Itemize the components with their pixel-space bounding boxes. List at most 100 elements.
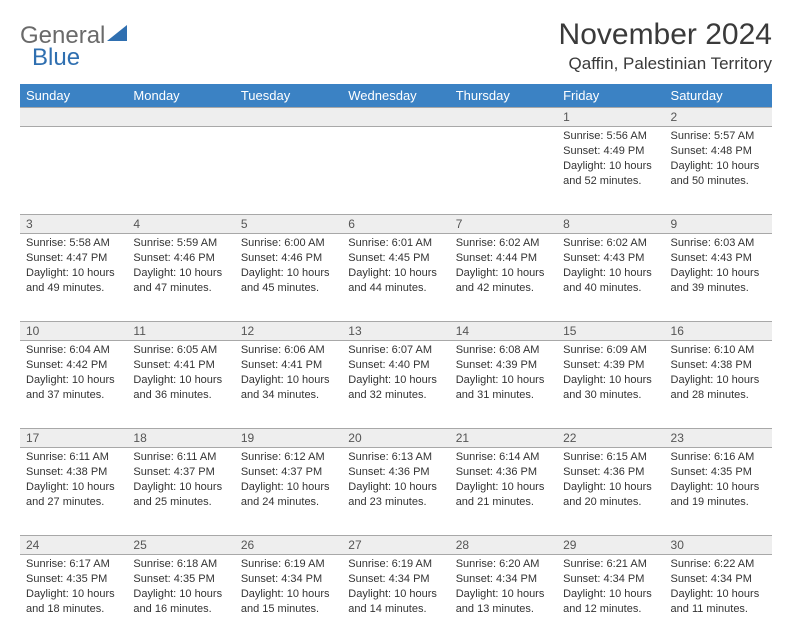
- day-body-cell: Sunrise: 6:22 AMSunset: 4:34 PMDaylight:…: [665, 555, 772, 643]
- weekday-header: Monday: [127, 84, 234, 108]
- day-number-cell: 11: [127, 322, 234, 341]
- day-body-row: Sunrise: 5:58 AMSunset: 4:47 PMDaylight:…: [20, 234, 772, 322]
- day-body-cell: Sunrise: 5:56 AMSunset: 4:49 PMDaylight:…: [557, 127, 664, 215]
- day-body-cell: Sunrise: 6:11 AMSunset: 4:37 PMDaylight:…: [127, 448, 234, 536]
- day-body-cell: Sunrise: 6:12 AMSunset: 4:37 PMDaylight:…: [235, 448, 342, 536]
- day-body-cell: [235, 127, 342, 215]
- weekday-header-row: SundayMondayTuesdayWednesdayThursdayFrid…: [20, 84, 772, 108]
- day-details: Sunrise: 6:19 AMSunset: 4:34 PMDaylight:…: [342, 555, 449, 620]
- day-body-cell: Sunrise: 6:07 AMSunset: 4:40 PMDaylight:…: [342, 341, 449, 429]
- day-body-cell: Sunrise: 6:08 AMSunset: 4:39 PMDaylight:…: [450, 341, 557, 429]
- day-number-cell: [342, 108, 449, 127]
- day-details: Sunrise: 6:02 AMSunset: 4:44 PMDaylight:…: [450, 234, 557, 299]
- day-body-cell: Sunrise: 6:15 AMSunset: 4:36 PMDaylight:…: [557, 448, 664, 536]
- day-number-cell: 6: [342, 215, 449, 234]
- day-details: Sunrise: 5:56 AMSunset: 4:49 PMDaylight:…: [557, 127, 664, 192]
- day-number-cell: 22: [557, 429, 664, 448]
- day-number-cell: 9: [665, 215, 772, 234]
- day-number-cell: 13: [342, 322, 449, 341]
- day-number-cell: 21: [450, 429, 557, 448]
- day-number-cell: 23: [665, 429, 772, 448]
- day-details: Sunrise: 6:21 AMSunset: 4:34 PMDaylight:…: [557, 555, 664, 620]
- day-details: Sunrise: 6:11 AMSunset: 4:38 PMDaylight:…: [20, 448, 127, 513]
- day-body-cell: Sunrise: 6:17 AMSunset: 4:35 PMDaylight:…: [20, 555, 127, 643]
- day-details: Sunrise: 6:17 AMSunset: 4:35 PMDaylight:…: [20, 555, 127, 620]
- day-body-cell: Sunrise: 5:59 AMSunset: 4:46 PMDaylight:…: [127, 234, 234, 322]
- day-body-cell: Sunrise: 6:09 AMSunset: 4:39 PMDaylight:…: [557, 341, 664, 429]
- day-details: Sunrise: 6:10 AMSunset: 4:38 PMDaylight:…: [665, 341, 772, 406]
- day-number-cell: [127, 108, 234, 127]
- day-body-cell: [450, 127, 557, 215]
- day-number-cell: [235, 108, 342, 127]
- day-number-cell: 30: [665, 536, 772, 555]
- day-number-cell: 3: [20, 215, 127, 234]
- day-number-cell: 1: [557, 108, 664, 127]
- day-number-cell: [20, 108, 127, 127]
- day-body-cell: Sunrise: 6:06 AMSunset: 4:41 PMDaylight:…: [235, 341, 342, 429]
- day-details: Sunrise: 6:04 AMSunset: 4:42 PMDaylight:…: [20, 341, 127, 406]
- day-body-cell: Sunrise: 6:16 AMSunset: 4:35 PMDaylight:…: [665, 448, 772, 536]
- day-details: Sunrise: 5:58 AMSunset: 4:47 PMDaylight:…: [20, 234, 127, 299]
- title-block: November 2024 Qaffin, Palestinian Territ…: [559, 18, 772, 74]
- day-number-cell: 27: [342, 536, 449, 555]
- day-details: Sunrise: 6:16 AMSunset: 4:35 PMDaylight:…: [665, 448, 772, 513]
- day-details: Sunrise: 6:07 AMSunset: 4:40 PMDaylight:…: [342, 341, 449, 406]
- day-number-cell: 26: [235, 536, 342, 555]
- day-number-cell: 10: [20, 322, 127, 341]
- weekday-header: Friday: [557, 84, 664, 108]
- day-body-cell: Sunrise: 6:02 AMSunset: 4:43 PMDaylight:…: [557, 234, 664, 322]
- day-number-cell: 28: [450, 536, 557, 555]
- day-body-row: Sunrise: 6:11 AMSunset: 4:38 PMDaylight:…: [20, 448, 772, 536]
- day-body-cell: Sunrise: 5:58 AMSunset: 4:47 PMDaylight:…: [20, 234, 127, 322]
- day-number-cell: 4: [127, 215, 234, 234]
- day-details: Sunrise: 6:08 AMSunset: 4:39 PMDaylight:…: [450, 341, 557, 406]
- day-details: Sunrise: 6:13 AMSunset: 4:36 PMDaylight:…: [342, 448, 449, 513]
- weekday-header: Wednesday: [342, 84, 449, 108]
- day-body-cell: Sunrise: 6:13 AMSunset: 4:36 PMDaylight:…: [342, 448, 449, 536]
- day-details: Sunrise: 5:59 AMSunset: 4:46 PMDaylight:…: [127, 234, 234, 299]
- calendar-table: SundayMondayTuesdayWednesdayThursdayFrid…: [20, 84, 772, 643]
- day-number-row: 3456789: [20, 215, 772, 234]
- sail-icon: [107, 22, 129, 50]
- day-number-cell: 16: [665, 322, 772, 341]
- day-details: Sunrise: 6:03 AMSunset: 4:43 PMDaylight:…: [665, 234, 772, 299]
- day-number-cell: 20: [342, 429, 449, 448]
- month-title: November 2024: [559, 18, 772, 52]
- day-body-row: Sunrise: 6:04 AMSunset: 4:42 PMDaylight:…: [20, 341, 772, 429]
- day-body-cell: Sunrise: 6:18 AMSunset: 4:35 PMDaylight:…: [127, 555, 234, 643]
- weekday-header: Thursday: [450, 84, 557, 108]
- day-details: Sunrise: 6:00 AMSunset: 4:46 PMDaylight:…: [235, 234, 342, 299]
- day-number-cell: 7: [450, 215, 557, 234]
- day-number-cell: 25: [127, 536, 234, 555]
- day-details: Sunrise: 6:15 AMSunset: 4:36 PMDaylight:…: [557, 448, 664, 513]
- day-number-row: 12: [20, 108, 772, 127]
- day-body-cell: Sunrise: 6:05 AMSunset: 4:41 PMDaylight:…: [127, 341, 234, 429]
- day-details: Sunrise: 5:57 AMSunset: 4:48 PMDaylight:…: [665, 127, 772, 192]
- day-body-cell: Sunrise: 6:19 AMSunset: 4:34 PMDaylight:…: [342, 555, 449, 643]
- day-details: Sunrise: 6:18 AMSunset: 4:35 PMDaylight:…: [127, 555, 234, 620]
- day-number-cell: [450, 108, 557, 127]
- day-body-cell: Sunrise: 6:20 AMSunset: 4:34 PMDaylight:…: [450, 555, 557, 643]
- day-details: Sunrise: 6:11 AMSunset: 4:37 PMDaylight:…: [127, 448, 234, 513]
- day-body-cell: Sunrise: 6:14 AMSunset: 4:36 PMDaylight:…: [450, 448, 557, 536]
- day-details: Sunrise: 6:12 AMSunset: 4:37 PMDaylight:…: [235, 448, 342, 513]
- day-number-cell: 19: [235, 429, 342, 448]
- day-body-cell: Sunrise: 6:04 AMSunset: 4:42 PMDaylight:…: [20, 341, 127, 429]
- day-number-cell: 18: [127, 429, 234, 448]
- day-body-cell: [20, 127, 127, 215]
- day-body-row: Sunrise: 6:17 AMSunset: 4:35 PMDaylight:…: [20, 555, 772, 643]
- day-number-cell: 2: [665, 108, 772, 127]
- day-body-cell: Sunrise: 6:10 AMSunset: 4:38 PMDaylight:…: [665, 341, 772, 429]
- weekday-header: Saturday: [665, 84, 772, 108]
- day-number-cell: 12: [235, 322, 342, 341]
- day-number-row: 10111213141516: [20, 322, 772, 341]
- day-details: Sunrise: 6:14 AMSunset: 4:36 PMDaylight:…: [450, 448, 557, 513]
- day-number-row: 17181920212223: [20, 429, 772, 448]
- day-body-cell: Sunrise: 6:01 AMSunset: 4:45 PMDaylight:…: [342, 234, 449, 322]
- day-number-cell: 5: [235, 215, 342, 234]
- header: General November 2024 Qaffin, Palestinia…: [20, 18, 772, 74]
- day-number-cell: 14: [450, 322, 557, 341]
- day-body-cell: Sunrise: 6:19 AMSunset: 4:34 PMDaylight:…: [235, 555, 342, 643]
- day-number-cell: 15: [557, 322, 664, 341]
- location: Qaffin, Palestinian Territory: [559, 54, 772, 74]
